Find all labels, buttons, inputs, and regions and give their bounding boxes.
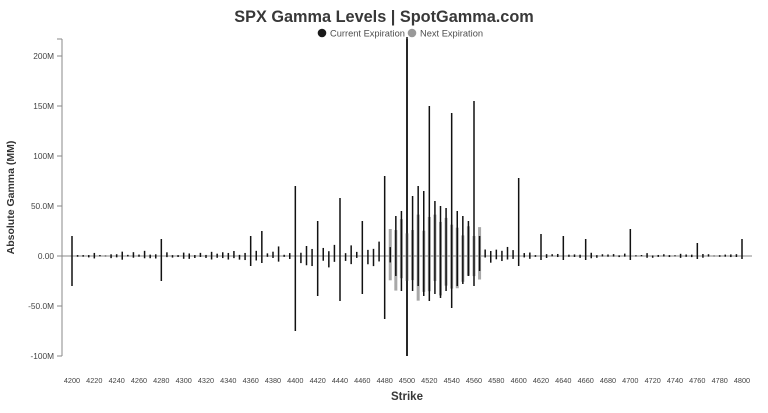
svg-text:4400: 4400 (287, 376, 303, 385)
svg-text:100M: 100M (33, 151, 54, 161)
svg-text:4580: 4580 (488, 376, 504, 385)
svg-text:4220: 4220 (86, 376, 102, 385)
svg-text:4480: 4480 (377, 376, 393, 385)
svg-text:4800: 4800 (734, 376, 750, 385)
svg-text:-50.0M: -50.0M (28, 301, 54, 311)
svg-text:Absolute Gamma (MM): Absolute Gamma (MM) (5, 141, 17, 255)
svg-text:4420: 4420 (310, 376, 326, 385)
svg-text:SPX Gamma Levels | SpotGamma.c: SPX Gamma Levels | SpotGamma.com (234, 8, 534, 26)
svg-text:50.0M: 50.0M (31, 201, 54, 211)
svg-text:4260: 4260 (131, 376, 147, 385)
svg-text:4620: 4620 (533, 376, 549, 385)
svg-text:-100M: -100M (30, 351, 54, 361)
svg-text:4560: 4560 (466, 376, 482, 385)
svg-text:4200: 4200 (64, 376, 80, 385)
svg-text:4240: 4240 (109, 376, 125, 385)
svg-text:Current Expiration: Current Expiration (330, 28, 405, 38)
svg-text:4280: 4280 (153, 376, 169, 385)
svg-text:4300: 4300 (176, 376, 192, 385)
svg-text:4320: 4320 (198, 376, 214, 385)
svg-text:4760: 4760 (689, 376, 705, 385)
svg-text:Next Expiration: Next Expiration (420, 28, 483, 38)
svg-text:4600: 4600 (511, 376, 527, 385)
svg-text:4340: 4340 (220, 376, 236, 385)
svg-text:Strike: Strike (391, 391, 423, 403)
svg-text:4720: 4720 (645, 376, 661, 385)
svg-text:200M: 200M (33, 51, 54, 61)
svg-text:4740: 4740 (667, 376, 683, 385)
svg-text:4660: 4660 (578, 376, 594, 385)
svg-text:4700: 4700 (622, 376, 638, 385)
svg-text:4540: 4540 (444, 376, 460, 385)
svg-text:4780: 4780 (712, 376, 728, 385)
svg-text:150M: 150M (33, 101, 54, 111)
svg-text:0.00: 0.00 (38, 251, 55, 261)
svg-text:4360: 4360 (243, 376, 259, 385)
svg-text:4380: 4380 (265, 376, 281, 385)
svg-text:4680: 4680 (600, 376, 616, 385)
svg-text:4640: 4640 (555, 376, 571, 385)
svg-text:4500: 4500 (399, 376, 415, 385)
svg-text:4440: 4440 (332, 376, 348, 385)
svg-text:4520: 4520 (421, 376, 437, 385)
svg-text:4460: 4460 (354, 376, 370, 385)
